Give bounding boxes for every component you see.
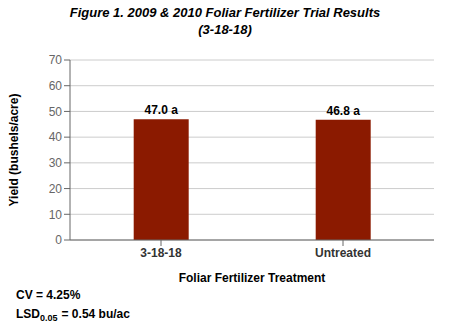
html-text:LSD0.05 = 0.54 bu/ac: LSD0.05 = 0.54 bu/ac <box>16 307 130 324</box>
svg-text:50: 50 <box>49 105 63 119</box>
svg-text:40: 40 <box>49 130 63 144</box>
svg-text:Untreated: Untreated <box>315 246 371 260</box>
svg-text:3-18-18: 3-18-18 <box>140 246 182 260</box>
svg-text:30: 30 <box>49 156 63 170</box>
svg-text:70: 70 <box>49 53 63 67</box>
svg-text:Foliar Fertilizer Treatment: Foliar Fertilizer Treatment <box>179 271 326 284</box>
svg-text:47.0 a: 47.0 a <box>145 103 179 117</box>
svg-text:20: 20 <box>49 182 63 196</box>
html-text:CV = 4.25%: CV = 4.25% <box>16 288 81 302</box>
html-text:Figure 1. 2009 & 2010 Foliar F: Figure 1. 2009 & 2010 Foliar Fertilizer … <box>69 5 381 20</box>
svg-text:60: 60 <box>49 79 63 93</box>
svg-text:10: 10 <box>49 208 63 222</box>
svg-text:46.8 a: 46.8 a <box>327 104 361 118</box>
svg-text:0: 0 <box>55 233 62 247</box>
svg-text:Yield (bushels/acre): Yield (bushels/acre) <box>8 94 21 207</box>
html-text:(3-18-18): (3-18-18) <box>198 22 252 37</box>
